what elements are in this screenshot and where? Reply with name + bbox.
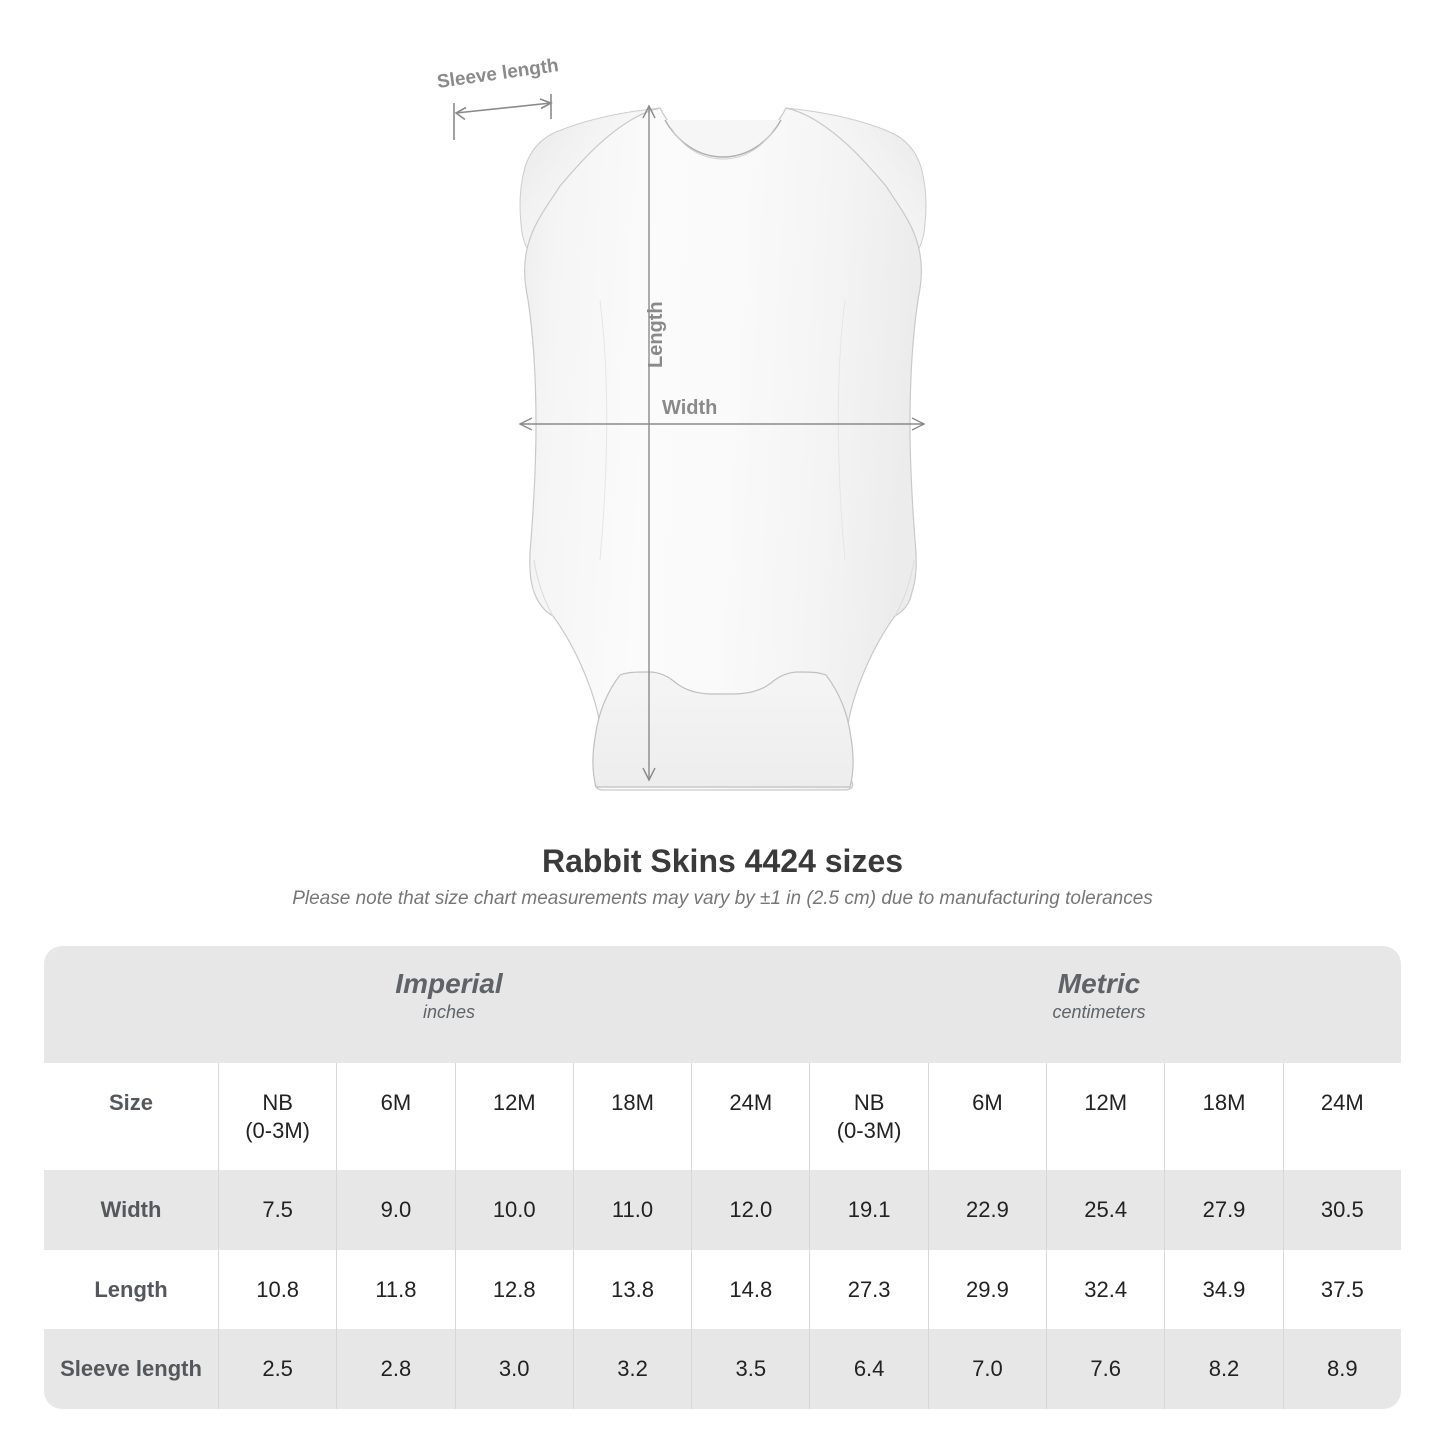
svg-text:Sleeve length: Sleeve length bbox=[436, 55, 560, 93]
svg-text:Length: Length bbox=[645, 301, 667, 368]
svg-text:Width: Width bbox=[662, 397, 717, 419]
